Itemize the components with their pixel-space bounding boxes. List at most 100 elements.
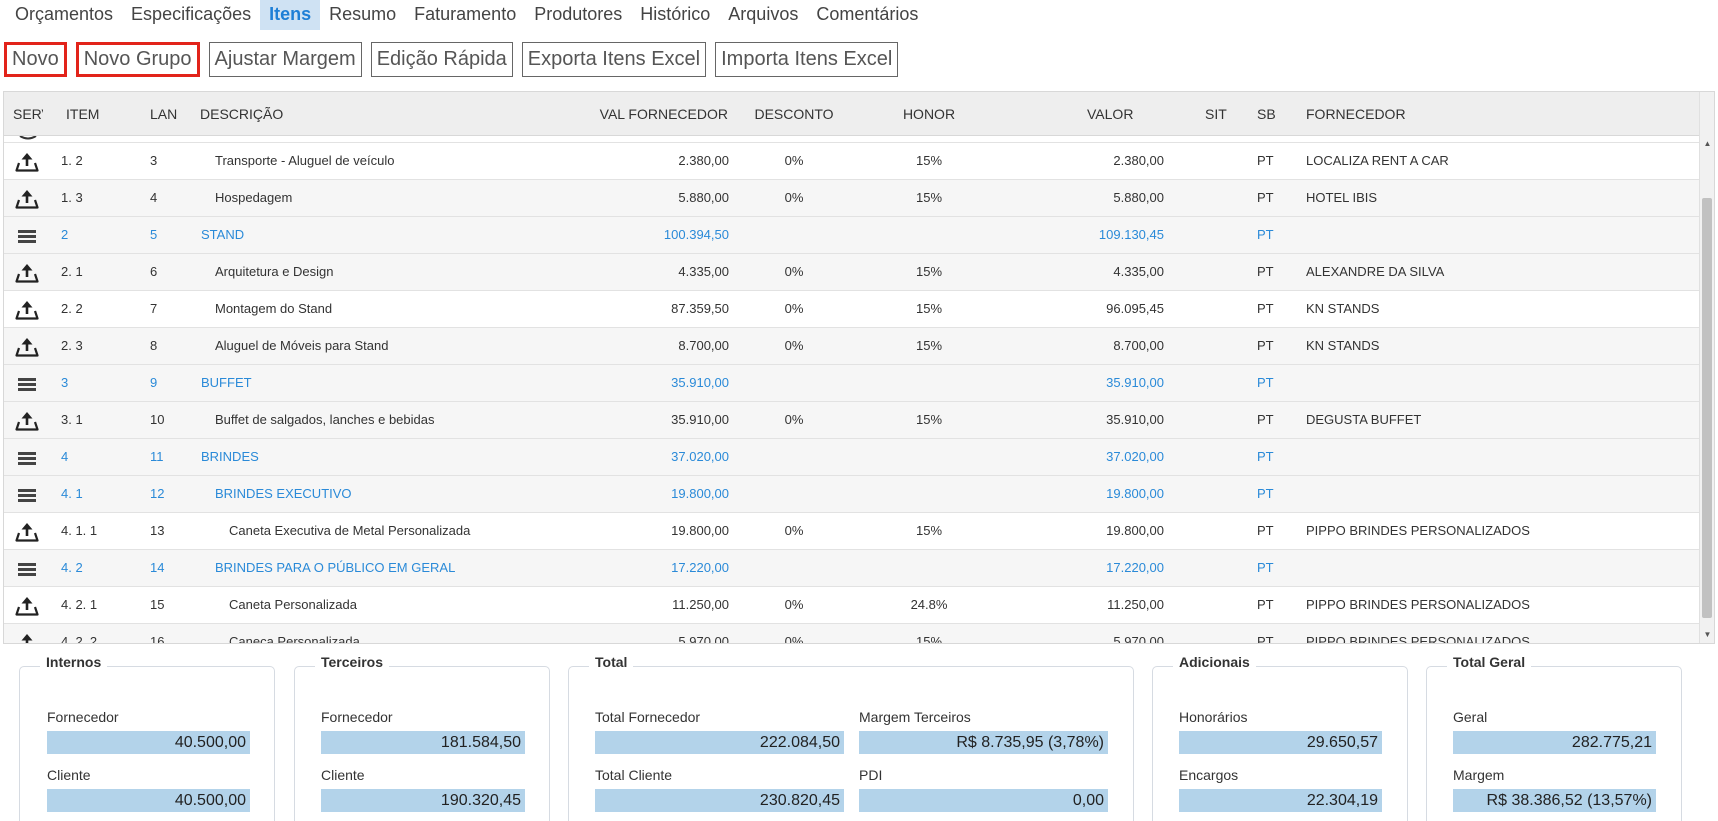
group-row[interactable]: 4. 1 12 BRINDES EXECUTIVO 19.800,00 19.800,0… <box>4 476 1699 513</box>
item-row[interactable]: 2. 2 7 Montagem do Stand 87.359,50 0% 15% 96.0… <box>4 291 1699 328</box>
encargos-value[interactable]: 22.304,19 <box>1179 789 1382 812</box>
total-fornecedor-value[interactable]: 222.084,50 <box>595 731 844 754</box>
tab-arquivos[interactable]: Arquivos <box>728 4 799 24</box>
tab-especificacoes[interactable]: Especificações <box>131 4 252 24</box>
item-row[interactable]: 2. 1 6 Arquitetura e Design 4.335,00 0% 15% 4.… <box>4 254 1699 291</box>
tab-resumo[interactable]: Resumo <box>329 4 397 24</box>
cell-val-forn: 19.800,00 <box>671 523 729 538</box>
internos-cliente-value[interactable]: 40.500,00 <box>47 789 250 812</box>
panel-title: Terceiros <box>315 654 389 670</box>
cell-sb: PT <box>1257 449 1274 464</box>
geral-value[interactable]: 282.775,21 <box>1453 731 1656 754</box>
exporta-itens-excel-button[interactable]: Exporta Itens Excel <box>521 42 707 77</box>
tab-historico[interactable]: Histórico <box>640 4 711 24</box>
cell-desconto: 0% <box>784 264 804 279</box>
grid-body: 1. 2 3 Transporte - Aluguel de veículo 2.38… <box>4 136 1699 643</box>
panel-total: Total Total Fornecedor 222.084,50 Total … <box>568 654 1134 821</box>
cell-lan: 3 <box>150 153 158 168</box>
col-header-sb[interactable]: SB <box>1257 106 1276 122</box>
novo-button[interactable]: Novo <box>4 42 67 77</box>
total-fornecedor-label: Total Fornecedor <box>595 709 701 725</box>
cell-desc: Aluguel de Móveis para Stand <box>215 338 389 353</box>
cell-sit <box>1205 587 1235 623</box>
cell-desc: BRINDES PARA O PÚBLICO EM GERAL <box>215 560 456 575</box>
cliente-label: Cliente <box>321 767 365 783</box>
cell-fornecedor: HOTEL IBIS <box>1306 190 1378 205</box>
upload-item-icon[interactable] <box>15 299 39 321</box>
cell-desconto <box>746 365 842 401</box>
tab-produtores[interactable]: Produtores <box>534 4 623 24</box>
cell-lan: 12 <box>150 486 165 501</box>
terceiros-fornecedor-value[interactable]: 181.584,50 <box>321 731 525 754</box>
col-header-lan[interactable]: LAN <box>150 106 178 122</box>
total-cliente-label: Total Cliente <box>595 767 673 783</box>
internos-fornecedor-value[interactable]: 40.500,00 <box>47 731 250 754</box>
cell-valor: 2.380,00 <box>1113 153 1164 168</box>
tab-orcamentos[interactable]: Orçamentos <box>15 4 114 24</box>
total-cliente-value[interactable]: 230.820,45 <box>595 789 844 812</box>
upload-item-icon[interactable] <box>15 410 39 432</box>
group-menu-icon[interactable] <box>15 225 39 247</box>
item-row[interactable]: 1. 2 3 Transporte - Aluguel de veículo 2.38… <box>4 143 1699 180</box>
col-header-valor[interactable]: VALOR <box>1087 106 1134 122</box>
cell-valor: 35.910,00 <box>1106 375 1164 390</box>
col-header-fornecedor[interactable]: FORNECEDOR <box>1306 106 1406 122</box>
upload-item-icon[interactable] <box>15 262 39 284</box>
item-row[interactable]: 4. 2. 2 16 Caneca Personalizada 5.970,00 0% 1… <box>4 624 1699 643</box>
upload-item-icon[interactable] <box>15 188 39 210</box>
item-row[interactable]: 3. 1 10 Buffet de salgados, lanches e bebi… <box>4 402 1699 439</box>
group-row[interactable]: 4. 2 14 BRINDES PARA O PÚBLICO EM GERAL 17.… <box>4 550 1699 587</box>
col-header-sit[interactable]: SIT <box>1205 106 1227 122</box>
group-menu-icon[interactable] <box>15 484 39 506</box>
scroll-up-arrow-icon[interactable]: ▲ <box>1703 139 1712 148</box>
upload-item-icon[interactable] <box>15 595 39 617</box>
honorarios-value[interactable]: 29.650,57 <box>1179 731 1382 754</box>
item-row[interactable]: 4. 2. 1 15 Caneta Personalizada 11.250,00 0%… <box>4 587 1699 624</box>
upload-item-icon[interactable] <box>15 336 39 358</box>
group-row[interactable]: 4 11 BRINDES 37.020,00 37.020,00 PT <box>4 439 1699 476</box>
ajustar-margem-button[interactable]: Ajustar Margem <box>208 42 362 77</box>
pdi-value[interactable]: 0,00 <box>859 789 1108 812</box>
cell-sit <box>1205 439 1235 475</box>
terceiros-cliente-value[interactable]: 190.320,45 <box>321 789 525 812</box>
group-row[interactable]: 2 5 STAND 100.394,50 109.130,45 PT <box>4 217 1699 254</box>
scroll-down-arrow-icon[interactable]: ▼ <box>1703 630 1712 639</box>
edicao-rapida-button[interactable]: Edição Rápida <box>370 42 513 77</box>
cell-honor <box>894 550 964 586</box>
col-header-item[interactable]: ITEM <box>66 106 100 122</box>
cell-honor: 24.8% <box>910 597 948 612</box>
cell-sit <box>1205 550 1235 586</box>
tab-itens[interactable]: Itens <box>260 0 321 30</box>
item-row[interactable]: 1. 3 4 Hospedagem 5.880,00 0% 15% 5.880,00 PT HO… <box>4 180 1699 217</box>
group-menu-icon[interactable] <box>15 373 39 395</box>
col-header-honor[interactable]: HONOR <box>902 106 956 122</box>
upload-item-icon[interactable] <box>15 521 39 543</box>
scroll-thumb[interactable] <box>1702 198 1712 618</box>
panel-total-geral: Total Geral Geral 282.775,21 Margem R$ 3… <box>1426 654 1682 821</box>
cell-desc: Buffet de salgados, lanches e bebidas <box>215 412 435 427</box>
col-header-descricao[interactable]: DESCRIÇÃO <box>200 106 284 122</box>
items-grid: SERV ITEM LAN DESCRIÇÃO VAL FORNECEDOR D… <box>3 91 1715 644</box>
col-header-val-fornecedor[interactable]: VAL FORNECEDOR <box>599 106 728 122</box>
col-header-serv[interactable]: SERV <box>13 106 43 122</box>
importa-itens-excel-button[interactable]: Importa Itens Excel <box>715 42 899 77</box>
margem-terceiros-value[interactable]: R$ 8.735,95 (3,78%) <box>859 731 1108 754</box>
cell-item: 1. 3 <box>61 190 83 205</box>
cell-sit <box>1205 513 1235 549</box>
upload-item-icon[interactable] <box>15 151 39 173</box>
col-header-desconto[interactable]: DESCONTO <box>754 106 834 122</box>
cell-sit <box>1205 217 1235 253</box>
novo-grupo-button[interactable]: Novo Grupo <box>75 42 200 77</box>
item-row[interactable]: 4. 1. 1 13 Caneta Executiva de Metal Perso… <box>4 513 1699 550</box>
upload-item-icon[interactable] <box>15 632 39 643</box>
cell-lan: 14 <box>150 560 165 575</box>
group-row[interactable]: 3 9 BUFFET 35.910,00 35.910,00 PT <box>4 365 1699 402</box>
vertical-scrollbar[interactable]: ▲ ▼ <box>1699 92 1714 643</box>
group-menu-icon[interactable] <box>15 447 39 469</box>
margem-value[interactable]: R$ 38.386,52 (13,57%) <box>1453 789 1656 812</box>
tab-faturamento[interactable]: Faturamento <box>414 4 517 24</box>
item-row[interactable]: 2. 3 8 Aluguel de Móveis para Stand 8.700,0… <box>4 328 1699 365</box>
tab-comentarios[interactable]: Comentários <box>816 4 919 24</box>
cell-item: 1. 2 <box>61 153 83 168</box>
group-menu-icon[interactable] <box>15 558 39 580</box>
